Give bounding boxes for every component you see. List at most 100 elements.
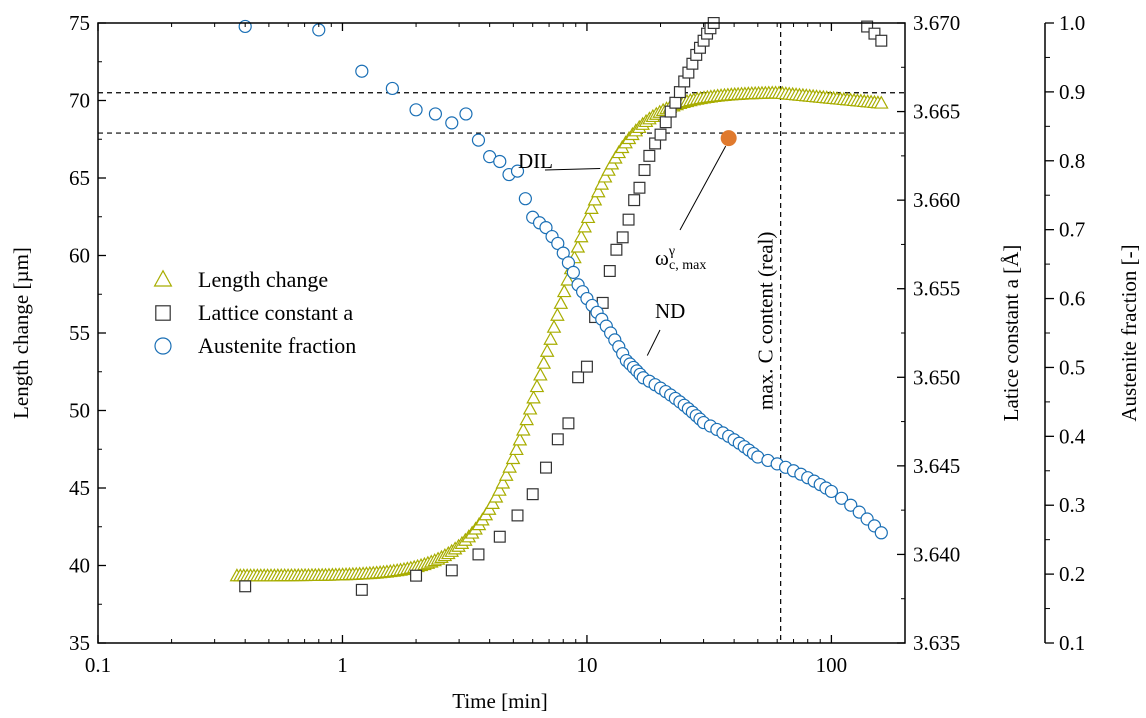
data-point [509,441,524,456]
y-left-tick-label: 70 [69,89,90,113]
y-axis-right-title: Latice constant a [Å] [999,245,1023,422]
y-right-tick-label: 3.670 [913,11,960,35]
annotation-leader-nd [646,329,661,356]
annotations: max. C content (real) DIL ND ωγ c, max [518,145,778,410]
series-austenite-fraction [238,19,888,540]
x-tick-label: 10 [576,653,597,677]
y-outer-tick-label: 0.9 [1059,80,1085,104]
plot-area [229,17,889,596]
data-point [633,181,646,194]
y-outer-tick-label: 1.0 [1059,11,1085,35]
y-left-tick-label: 75 [69,11,90,35]
y-outer-tick-label: 0.6 [1059,287,1085,311]
data-point [522,401,538,415]
y-axis-left-title: Length change [µm] [9,247,33,419]
data-point [543,331,558,345]
data-point [834,491,849,505]
y-outer-tick-label: 0.7 [1059,218,1085,242]
data-point [616,231,629,244]
data-point [505,450,521,465]
data-point [594,176,610,190]
data-point [493,154,507,169]
data-point [587,192,603,206]
data-point [492,482,507,496]
data-point [515,422,531,436]
data-point [577,219,592,233]
y-left-tick-label: 60 [69,244,90,268]
annotation-omega: ωγ c, max [655,244,706,273]
y-axis-outer-title: Austenite fraction [-] [1117,244,1141,421]
data-point [355,583,368,596]
data-point [539,221,553,235]
y-right-tick-label: 3.645 [913,454,960,478]
legend-marker [155,305,171,321]
data-point [512,432,528,446]
y-right-tick-label: 3.640 [913,542,960,566]
y-left-tick-label: 40 [69,554,90,578]
x-tick-label: 100 [816,653,848,677]
x-tick-label: 0.1 [85,653,111,677]
data-point [539,343,555,357]
data-point [573,229,589,243]
y-outer-tick-label: 0.1 [1059,631,1085,655]
data-point [502,459,517,473]
data-point [511,509,524,522]
data-point [824,484,839,499]
data-point [546,319,562,333]
data-point [570,239,586,253]
data-point [493,530,506,543]
data-point [861,20,874,33]
y-right-tick-label: 3.665 [913,100,960,124]
y-outer-tick-label: 0.4 [1059,424,1086,448]
data-point [572,371,585,384]
annotation-leader-dil [544,168,601,171]
data-point [471,133,486,147]
y-outer-tick-label: 0.5 [1059,355,1085,379]
data-point [239,580,252,593]
y-outer-tick-label: 0.8 [1059,149,1085,173]
data-point [628,194,641,207]
data-point [445,116,459,130]
y-right-tick-label: 3.660 [913,188,960,212]
data-point [551,433,564,446]
data-point [550,307,565,321]
y-right-tick-label: 3.655 [913,277,960,301]
data-point [622,213,635,226]
x-axis-title: Time [min] [452,689,547,713]
data-point [428,107,443,121]
data-point [874,526,888,540]
data-point [556,283,572,298]
data-point [518,192,532,206]
data-point [669,96,682,109]
data-point [485,495,500,509]
data-point [603,265,616,278]
legend-label: Lattice constant a [198,300,353,325]
y-outer-tick-label: 0.2 [1059,562,1085,586]
axes: 0.1 1 10 100 35 40 45 50 55 60 65 70 75 3.635 3.640 3.6… [69,11,1086,677]
data-point [844,498,858,512]
reference-line-label: max. C content (real) [754,232,778,410]
data-point [553,295,569,309]
data-point [590,184,606,198]
data-point [495,475,511,489]
legend: Length change Lattice constant a Austenite… [153,267,356,358]
data-point [673,86,686,99]
data-point [659,116,672,129]
data-point [580,209,596,224]
data-point [472,548,485,561]
data-point [519,412,535,426]
annotation-dil: DIL [518,149,553,173]
reference-lines [98,23,905,643]
legend-marker [154,337,172,355]
data-point [580,360,593,373]
legend-label: Austenite fraction [198,333,356,358]
legend-marker [153,269,173,287]
data-point [529,378,545,393]
annotation-nd: ND [655,299,685,323]
data-point [560,272,575,286]
data-point [488,489,504,503]
data-point [539,461,552,474]
highlight-point [720,130,737,147]
y-left-tick-label: 35 [69,631,90,655]
data-point [566,265,580,279]
